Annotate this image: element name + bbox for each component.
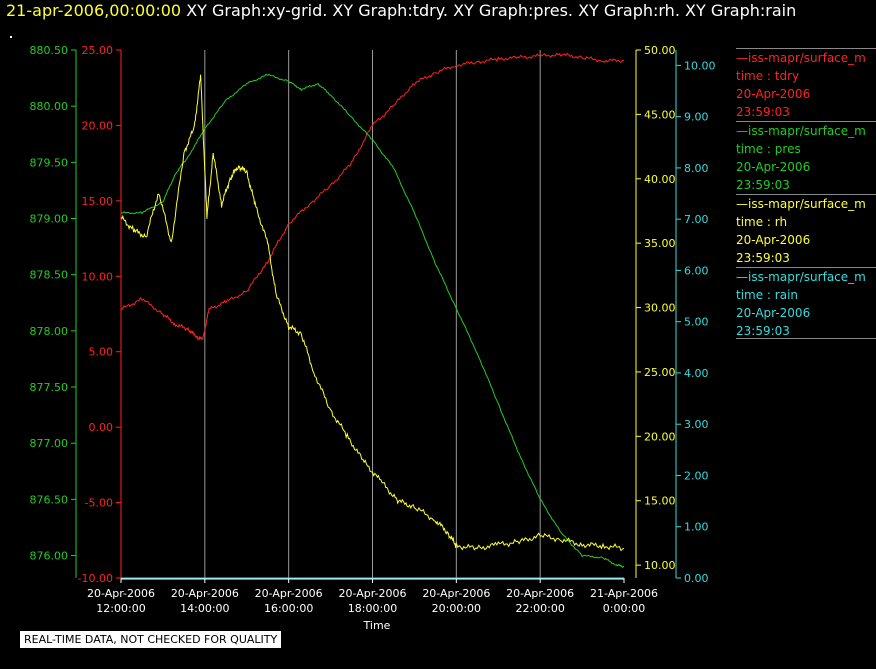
tdry-tick-label: 5.00 <box>89 346 114 359</box>
pres-tick-label: 876.00 <box>30 550 69 563</box>
header-bar: 21-apr-2006,00:00:00 XY Graph:xy-grid. X… <box>6 1 796 20</box>
legend-date: 20-Apr-2006 <box>736 233 811 247</box>
x-tick-label-time: 22:00:00 <box>515 602 564 615</box>
x-tick-label-date: 20-Apr-2006 <box>422 587 490 600</box>
rh-tick-label: 20.00 <box>644 430 676 443</box>
rain-tick-label: 6.00 <box>684 264 709 277</box>
rain-tick-label: 7.00 <box>684 213 709 226</box>
legend-time: 23:59:03 <box>736 324 790 338</box>
x-axis-label: Time <box>363 619 391 632</box>
legend-field: time : tdry <box>736 69 800 83</box>
header-graph-list: XY Graph:xy-grid. XY Graph:tdry. XY Grap… <box>186 1 797 20</box>
header-timestamp: 21-apr-2006,00:00:00 <box>6 1 182 20</box>
x-tick-label-date: 20-Apr-2006 <box>255 587 323 600</box>
x-tick-label-time: 18:00:00 <box>348 602 397 615</box>
legend-divider <box>736 338 876 339</box>
series-line-rh <box>120 74 625 552</box>
marker-dot <box>10 36 12 38</box>
legend-series-name: —iss-mapr/surface_m <box>736 194 876 213</box>
tdry-tick-label: -5.00 <box>85 497 113 510</box>
pres-tick-label: 880.00 <box>30 100 69 113</box>
tdry-tick-label: 15.00 <box>82 195 114 208</box>
x-tick-label-date: 20-Apr-2006 <box>338 587 406 600</box>
rain-tick-label: 0.00 <box>684 572 709 585</box>
legend-field: time : rh <box>736 215 788 229</box>
rh-tick-label: 50.00 <box>644 44 676 57</box>
rain-tick-label: 5.00 <box>684 316 709 329</box>
series-line-tdry <box>120 52 625 342</box>
pres-tick-label: 878.50 <box>30 269 69 282</box>
x-tick-label-time: 0:00:00 <box>603 602 645 615</box>
rh-tick-label: 30.00 <box>644 302 676 315</box>
x-tick-label-date: 20-Apr-2006 <box>506 587 574 600</box>
tdry-tick-label: -10.00 <box>78 572 113 585</box>
legend-entry-rh[interactable]: —iss-mapr/surface_m time : rh 20-Apr-200… <box>736 194 876 266</box>
pres-tick-label: 877.50 <box>30 381 69 394</box>
pres-tick-label: 878.00 <box>30 325 69 338</box>
rh-tick-label: 10.00 <box>644 559 676 572</box>
legend-date: 20-Apr-2006 <box>736 160 811 174</box>
rain-tick-label: 1.00 <box>684 521 709 534</box>
quality-notice: REAL-TIME DATA, NOT CHECKED FOR QUALITY <box>20 631 282 648</box>
rh-tick-label: 25.00 <box>644 366 676 379</box>
rain-tick-label: 2.00 <box>684 469 709 482</box>
legend-series-name: —iss-mapr/surface_m <box>736 121 876 140</box>
x-tick-label-time: 14:00:00 <box>180 602 229 615</box>
tdry-tick-label: 20.00 <box>82 119 114 132</box>
axes: 20-Apr-2006 12:00:00 20-Apr-2006 14:00:00 20… <box>30 44 716 615</box>
rain-tick-label: 3.00 <box>684 418 709 431</box>
x-tick-label-time: 16:00:00 <box>264 602 313 615</box>
x-tick-label-time: 20:00:00 <box>432 602 481 615</box>
rh-tick-label: 40.00 <box>644 173 676 186</box>
grid-lines <box>204 50 541 578</box>
legend-entry-tdry[interactable]: —iss-mapr/surface_m time : tdry 20-Apr-2… <box>736 48 876 120</box>
x-tick-label-date: 20-Apr-2006 <box>87 587 155 600</box>
rh-tick-label: 15.00 <box>644 495 676 508</box>
legend-field: time : rain <box>736 288 799 302</box>
pres-tick-label: 876.50 <box>30 493 69 506</box>
rain-tick-label: 10.00 <box>684 59 716 72</box>
rh-tick-label: 45.00 <box>644 108 676 121</box>
tdry-tick-label: 0.00 <box>89 421 114 434</box>
series-group <box>120 52 625 579</box>
pres-tick-label: 879.50 <box>30 156 69 169</box>
legend-entry-rain[interactable]: —iss-mapr/surface_m time : rain 20-Apr-2… <box>736 267 876 339</box>
x-tick-label-time: 12:00:00 <box>96 602 145 615</box>
tdry-tick-label: 10.00 <box>82 270 114 283</box>
x-tick-label-date: 20-Apr-2006 <box>171 587 239 600</box>
pres-tick-label: 877.00 <box>30 437 69 450</box>
legend-time: 23:59:03 <box>736 105 790 119</box>
rain-tick-label: 9.00 <box>684 111 709 124</box>
pres-tick-label: 880.50 <box>30 44 69 57</box>
legend-time: 23:59:03 <box>736 178 790 192</box>
legend-series-name: —iss-mapr/surface_m <box>736 267 876 286</box>
legend-date: 20-Apr-2006 <box>736 306 811 320</box>
legend-series-name: —iss-mapr/surface_m <box>736 48 876 67</box>
rain-tick-label: 4.00 <box>684 367 709 380</box>
legend-date: 20-Apr-2006 <box>736 87 811 101</box>
rh-tick-label: 35.00 <box>644 237 676 250</box>
legend-time: 23:59:03 <box>736 251 790 265</box>
legend-field: time : pres <box>736 142 801 156</box>
tdry-tick-label: 25.00 <box>82 44 114 57</box>
pres-tick-label: 879.00 <box>30 213 69 226</box>
x-tick-label-date: 21-Apr-2006 <box>590 587 658 600</box>
legend-entry-pres[interactable]: —iss-mapr/surface_m time : pres 20-Apr-2… <box>736 121 876 193</box>
series-line-pres <box>120 73 625 569</box>
rain-tick-label: 8.00 <box>684 162 709 175</box>
